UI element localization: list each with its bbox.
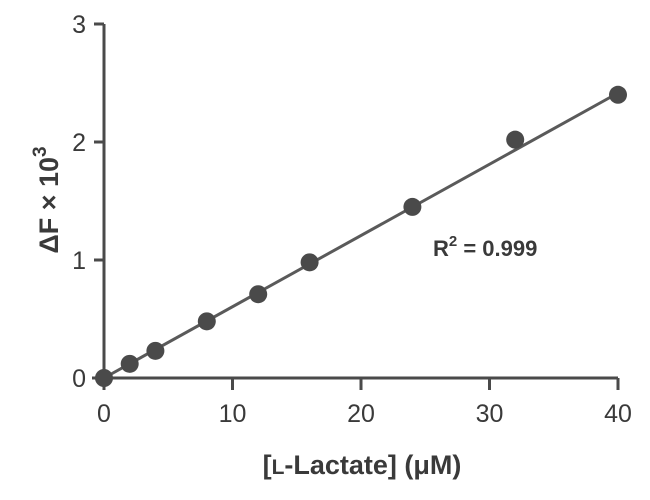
x-tick-label: 0	[97, 400, 111, 428]
data-point	[95, 369, 113, 387]
y-tick-label: 2	[72, 129, 86, 157]
data-point	[403, 197, 422, 216]
y-tick-label: 0	[72, 365, 86, 393]
data-point	[197, 312, 216, 331]
data-point	[609, 85, 627, 104]
x-tick-label: 40	[604, 400, 632, 428]
y-tick-label: 3	[72, 11, 86, 39]
data-point	[300, 253, 319, 272]
data-point	[120, 354, 139, 373]
x-tick-label: 30	[476, 400, 504, 428]
y-tick-label: 1	[72, 247, 86, 275]
x-tick-label: 20	[347, 400, 375, 428]
fit-line	[103, 91, 619, 380]
x-axis-title: [L-Lactate] (μM)	[263, 450, 462, 480]
x-axis	[92, 376, 620, 390]
r-squared-annotation: R2 = 0.999	[433, 233, 537, 261]
data-points	[95, 85, 627, 387]
x-tick-label: 10	[219, 400, 247, 428]
data-point	[506, 130, 525, 149]
y-axis	[94, 22, 106, 390]
data-point	[146, 341, 165, 360]
data-point	[249, 285, 268, 304]
y-axis-title: ΔF × 103	[30, 146, 64, 253]
